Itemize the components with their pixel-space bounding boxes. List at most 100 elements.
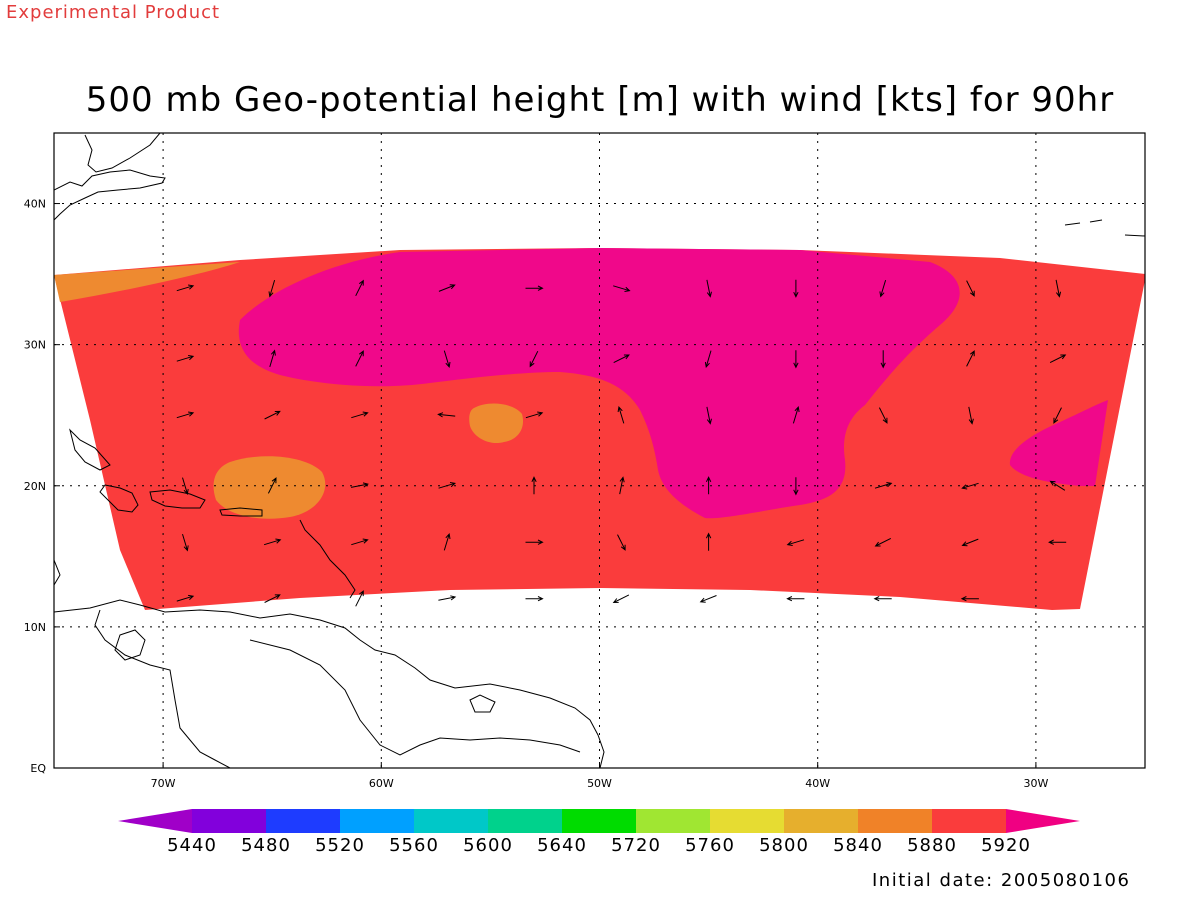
colorbar-label: 5640 bbox=[537, 835, 587, 856]
wind-arrow bbox=[786, 539, 805, 546]
wind-arrow bbox=[960, 596, 979, 602]
wind-arrow bbox=[443, 533, 451, 551]
colorbar-swatch bbox=[636, 809, 710, 833]
wind-arrow bbox=[264, 410, 281, 420]
colorbar-label: 5840 bbox=[833, 835, 883, 856]
y-tick-label: EQ bbox=[30, 762, 46, 775]
colorbar-label: 5440 bbox=[167, 835, 217, 856]
colorbar-swatch bbox=[932, 809, 1006, 833]
wind-arrow bbox=[355, 350, 364, 367]
colorbar-swatch bbox=[710, 809, 784, 833]
contour-fill-5880-small bbox=[469, 403, 524, 444]
wind-arrow bbox=[525, 285, 544, 291]
wind-arrow bbox=[351, 482, 369, 488]
contour-fill-5880-blob bbox=[213, 456, 326, 519]
colorbar-label: 5480 bbox=[241, 835, 291, 856]
wind-arrow bbox=[966, 350, 975, 367]
coastlines bbox=[54, 133, 1145, 768]
wind-arrow bbox=[704, 350, 712, 369]
experimental-product-label: Experimental Product bbox=[6, 2, 221, 23]
wind-arrow bbox=[176, 594, 195, 602]
wind-arrow bbox=[793, 350, 799, 369]
wind-arrow bbox=[705, 476, 712, 495]
wind-arrow bbox=[786, 596, 805, 602]
wind-arrow bbox=[1053, 407, 1062, 424]
wind-arrow bbox=[182, 533, 189, 552]
wind-arrow bbox=[351, 411, 369, 419]
x-tick-label: 70W bbox=[151, 777, 176, 790]
wind-arrow bbox=[617, 406, 625, 424]
wind-arrow bbox=[437, 412, 456, 418]
wind-arrow bbox=[612, 594, 630, 604]
wind-arrow bbox=[529, 350, 539, 368]
wind-arrow bbox=[176, 284, 195, 292]
wind-arrow bbox=[268, 279, 276, 298]
wind-arrow bbox=[961, 538, 979, 547]
wind-arrow bbox=[792, 406, 800, 424]
colorbar-swatch bbox=[414, 809, 488, 833]
wind-arrow bbox=[176, 411, 195, 419]
wind-arrow bbox=[267, 477, 277, 494]
colorbar-left-arrow bbox=[118, 809, 192, 833]
wind-arrow bbox=[355, 279, 364, 297]
contour-fill-high-east bbox=[1009, 400, 1108, 486]
colorbar-label: 5800 bbox=[759, 835, 809, 856]
wind-arrow bbox=[613, 285, 631, 292]
wind-arrow bbox=[263, 538, 282, 546]
graticule bbox=[54, 133, 1145, 768]
wind-arrow bbox=[879, 279, 887, 298]
colorbar-label: 5600 bbox=[463, 835, 513, 856]
wind-arrow bbox=[438, 482, 456, 489]
map-title: 500 mb Geo-potential height [m] with win… bbox=[85, 80, 1115, 120]
wind-arrow bbox=[525, 411, 544, 419]
wind-arrow bbox=[1049, 354, 1067, 364]
contour-fill-high-center bbox=[238, 248, 960, 519]
colorbar-label: 5720 bbox=[611, 835, 661, 856]
wind-arrow bbox=[613, 354, 630, 364]
colorbar: 5440 5480 5520 5560 5600 5640 5720 5760 5800 5840… bbox=[118, 809, 1080, 856]
initial-date-label: Initial date: 2005080106 bbox=[872, 870, 1131, 891]
wind-arrow bbox=[968, 406, 974, 425]
x-tick-label: 30W bbox=[1023, 777, 1048, 790]
x-tick-label: 60W bbox=[369, 777, 394, 790]
wind-arrow bbox=[793, 279, 799, 298]
wind-arrow bbox=[617, 534, 626, 551]
colorbar-label: 5880 bbox=[907, 835, 957, 856]
wind-arrow bbox=[1055, 279, 1062, 298]
wind-arrow bbox=[706, 279, 712, 298]
colorbar-label: 5560 bbox=[389, 835, 439, 856]
wind-arrow bbox=[443, 350, 451, 368]
wind-arrow bbox=[1049, 480, 1066, 491]
wind-arrow bbox=[699, 595, 717, 603]
colorbar-label: 5920 bbox=[981, 835, 1031, 856]
colorbar-swatch bbox=[562, 809, 636, 833]
wind-arrow bbox=[966, 280, 975, 297]
x-tick-label: 40W bbox=[805, 777, 830, 790]
wind-arrow bbox=[176, 355, 195, 362]
wind-arrow bbox=[525, 596, 544, 602]
colorbar-right-arrow bbox=[1006, 809, 1080, 833]
wind-arrow bbox=[264, 594, 281, 603]
colorbar-label: 5520 bbox=[315, 835, 365, 856]
colorbar-swatch bbox=[488, 809, 562, 833]
contour-fill-5880-nw bbox=[54, 262, 240, 302]
wind-arrow bbox=[873, 596, 892, 602]
wind-arrow bbox=[355, 590, 364, 607]
x-tick-label: 50W bbox=[587, 777, 612, 790]
wind-arrow bbox=[793, 477, 799, 496]
wind-arrow bbox=[880, 350, 886, 369]
wind-arrow bbox=[619, 476, 625, 495]
wind-arrow bbox=[706, 406, 712, 425]
wind-vectors bbox=[176, 279, 1067, 607]
colorbar-label: 5760 bbox=[685, 835, 735, 856]
y-tick-label: 40N bbox=[24, 198, 46, 211]
wind-arrow bbox=[705, 532, 712, 551]
y-tick-label: 20N bbox=[24, 480, 46, 493]
y-tick-label: 10N bbox=[24, 621, 46, 634]
wind-arrow bbox=[961, 482, 979, 490]
wind-arrow bbox=[351, 538, 369, 546]
wind-arrow bbox=[1048, 539, 1067, 545]
y-tick-label: 30N bbox=[24, 339, 46, 352]
wind-arrow bbox=[874, 537, 892, 547]
